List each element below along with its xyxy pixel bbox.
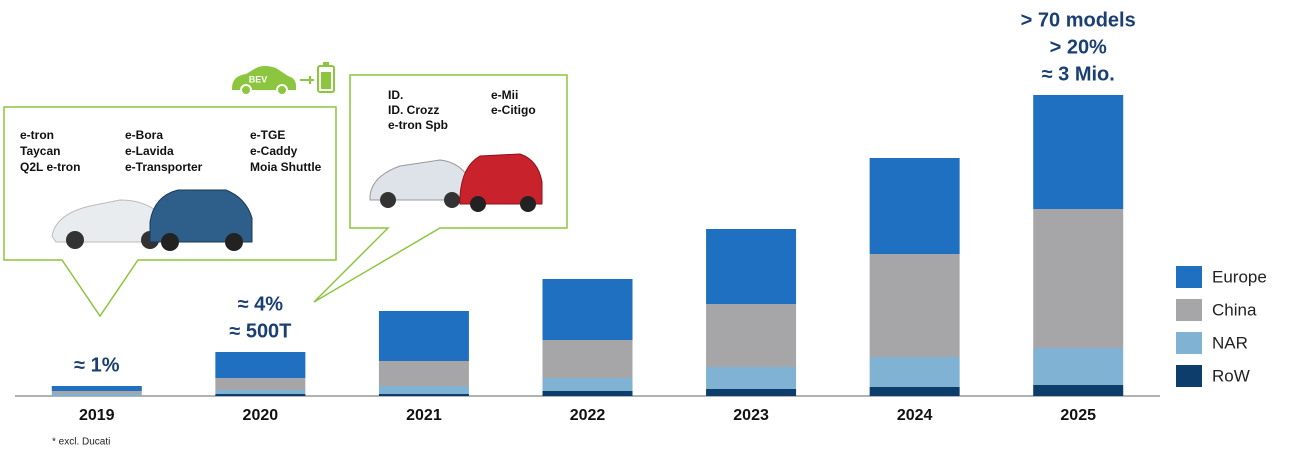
bar-segment [869,254,960,357]
model-name: Q2L e-tron [20,160,80,174]
bar-segment [51,386,142,391]
bar-segment [706,389,797,396]
bar-segment [1033,95,1124,209]
bar-segment [706,367,797,389]
bar-annotation: ≈ 500T [229,320,291,342]
legend-label: RoW [1212,366,1250,385]
model-name: e-tron Spb [388,118,448,132]
bar-segment [215,378,306,390]
bar-annotation: ≈ 4% [238,293,284,315]
x-tick-label: 2025 [1060,407,1096,424]
model-name: e-TGE [250,128,285,142]
bar-annotation: ≈ 1% [74,354,120,376]
model-name: e-tron [20,128,54,142]
bar-annotation: > 20% [1050,36,1107,58]
bar-segment [706,304,797,367]
model-name: Moia Shuttle [250,160,322,174]
legend-swatch [1176,299,1202,321]
bar-segment [1033,348,1124,385]
x-tick-label: 2023 [733,407,769,424]
legend-label: NAR [1212,333,1248,352]
bar-segment [378,386,469,394]
x-tick-label: 2024 [897,407,933,424]
legend-swatch [1176,332,1202,354]
bar-segment [51,391,142,394]
car-illustration [51,153,543,251]
bar-segment [51,394,142,396]
model-name: e-Mii [491,88,518,102]
model-name: ID. Crozz [388,103,439,117]
bar-annotation: > 70 models [1021,9,1136,31]
bar-segment [706,229,797,304]
x-tick-label: 2019 [79,407,115,424]
x-tick-label: 2021 [406,407,442,424]
bar-segment [542,391,633,396]
x-tick-label: 2022 [570,407,606,424]
legend-swatch [1176,365,1202,387]
bar-segment [1033,385,1124,396]
bar-segment [542,378,633,391]
bar-segment [542,279,633,340]
bev-icon: BEV [232,62,335,96]
model-name: e-Lavida [125,144,174,158]
footnote: * excl. Ducati [52,437,110,448]
bar-annotation: ≈ 3 Mio. [1042,63,1115,85]
bev-label: BEV [249,74,268,84]
model-name: e-Transporter [125,160,203,174]
bar-segment [869,357,960,387]
bar-segment [1033,209,1124,348]
bar-segment [378,361,469,386]
bar-segment [542,340,633,378]
bar-segment [869,387,960,396]
bar-segment [215,394,306,396]
model-name: e-Citigo [491,103,536,117]
model-name: ID. [388,88,403,102]
legend-swatch [1176,266,1202,288]
bar-segment [378,394,469,396]
x-tick-label: 2020 [243,407,279,424]
model-name: e-Caddy [250,144,298,158]
bar-segment [869,158,960,254]
model-name: e-Bora [125,128,163,142]
bar-segment [215,352,306,378]
model-name: Taycan [20,144,60,158]
legend-label: Europe [1212,267,1267,286]
legend-label: China [1212,300,1257,319]
bar-segment [378,311,469,361]
bar-segment [215,390,306,394]
